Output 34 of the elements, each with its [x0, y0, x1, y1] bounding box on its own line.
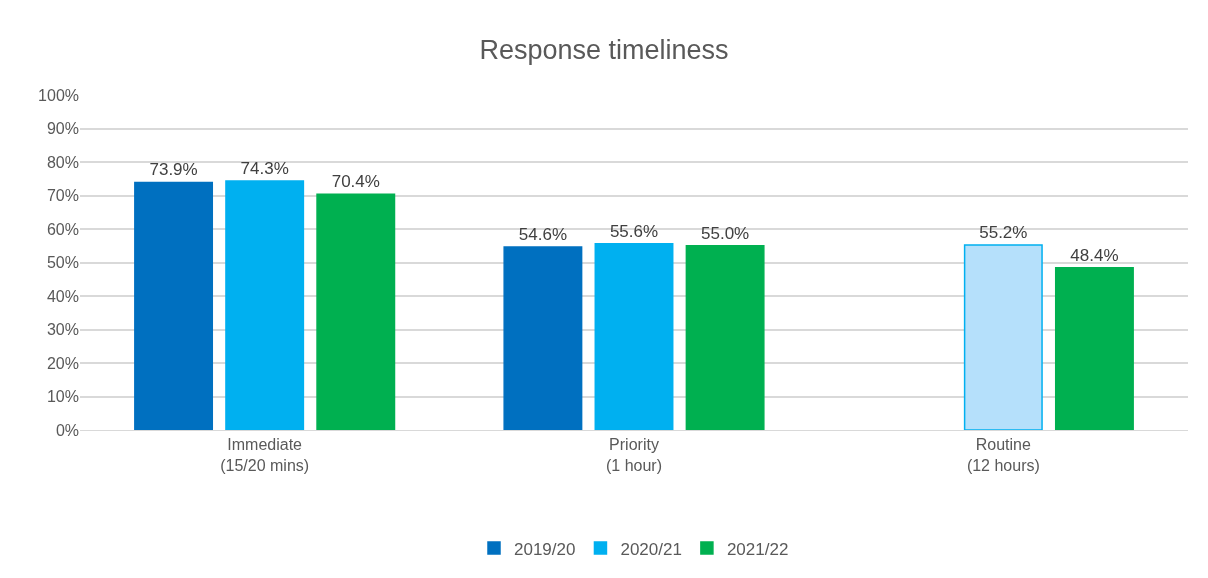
x-tick-label: Priority (1 hour)	[605, 436, 663, 474]
y-tick-label: 70%	[46, 187, 79, 205]
y-tick-label: 20%	[46, 354, 79, 372]
legend-label: 2021/22	[726, 539, 789, 559]
bar	[594, 242, 674, 430]
y-tick-label: 40%	[46, 287, 79, 305]
y-tick-label: 100%	[38, 86, 79, 104]
y-tick-label: 30%	[46, 321, 79, 339]
x-tick-label: Routine (12 hours)	[966, 436, 1040, 474]
bar	[503, 246, 583, 430]
bar	[685, 245, 765, 430]
data-label: 54.6%	[518, 225, 567, 245]
data-label: 55.0%	[701, 223, 750, 243]
data-label: 55.2%	[979, 223, 1028, 243]
bar	[316, 193, 396, 430]
chart-title: Response timeliness	[479, 35, 729, 66]
bar	[225, 180, 305, 430]
y-tick-label: 0%	[55, 421, 79, 439]
data-label: 73.9%	[149, 160, 198, 180]
data-label: 74.3%	[240, 159, 289, 179]
legend-label: 2020/21	[620, 539, 682, 559]
legend-label: 2019/20	[514, 539, 576, 559]
bar	[134, 181, 214, 430]
data-label: 48.4%	[1070, 245, 1119, 265]
y-tick-label: 60%	[46, 220, 79, 238]
data-label: 55.6%	[609, 221, 659, 241]
y-tick-label: 50%	[46, 254, 79, 272]
bar	[1054, 267, 1134, 430]
data-label: 70.4%	[331, 172, 380, 192]
y-tick-label: 90%	[46, 120, 79, 138]
x-tick-label: Immediate (15/20 mins)	[220, 436, 310, 474]
y-tick-label: 80%	[46, 153, 79, 171]
y-tick-label: 10%	[46, 388, 79, 406]
bar	[963, 244, 1043, 430]
